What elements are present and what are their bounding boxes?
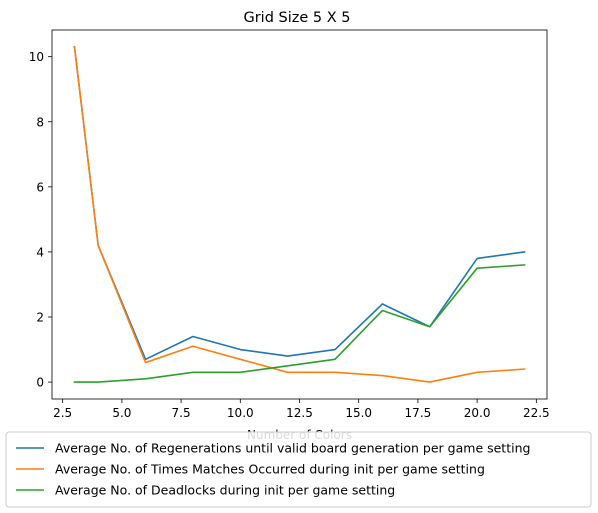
x-tick-label: 17.5 [405, 406, 432, 420]
legend: Average No. of Regenerations until valid… [5, 431, 592, 508]
legend-box [5, 431, 592, 508]
y-tick-label: 2 [36, 311, 44, 325]
y-tick-label: 6 [36, 180, 44, 194]
series-line-2 [73, 46, 526, 383]
y-tick-label: 0 [36, 376, 44, 390]
x-tick-label: 15.0 [345, 406, 372, 420]
x-axis-ticks: 2.5 5.0 7.5 10.0 12.5 15.0 17.5 20.0 22.5 [53, 399, 550, 420]
series-line-3 [73, 264, 526, 383]
plot-lines [73, 46, 526, 383]
y-tick-label: 10 [29, 50, 44, 64]
y-tick-label: 8 [36, 115, 44, 129]
y-axis-ticks: 0 2 4 6 8 10 [29, 50, 52, 390]
x-tick-label: 20.0 [464, 406, 491, 420]
legend-label-3: Average No. of Deadlocks during init per… [55, 483, 395, 498]
x-tick-label: 7.5 [172, 406, 191, 420]
legend-label-1: Average No. of Regenerations until valid… [55, 441, 530, 456]
x-tick-label: 5.0 [112, 406, 131, 420]
x-tick-label: 22.5 [523, 406, 550, 420]
series-line-1 [73, 46, 526, 361]
x-tick-label: 2.5 [53, 406, 72, 420]
plot-frame [51, 29, 548, 400]
y-tick-label: 4 [36, 245, 44, 259]
x-tick-label: 10.0 [227, 406, 254, 420]
chart-title: Grid Size 5 X 5 [243, 10, 350, 26]
x-tick-label: 12.5 [286, 406, 313, 420]
legend-label-2: Average No. of Times Matches Occurred du… [55, 462, 485, 477]
